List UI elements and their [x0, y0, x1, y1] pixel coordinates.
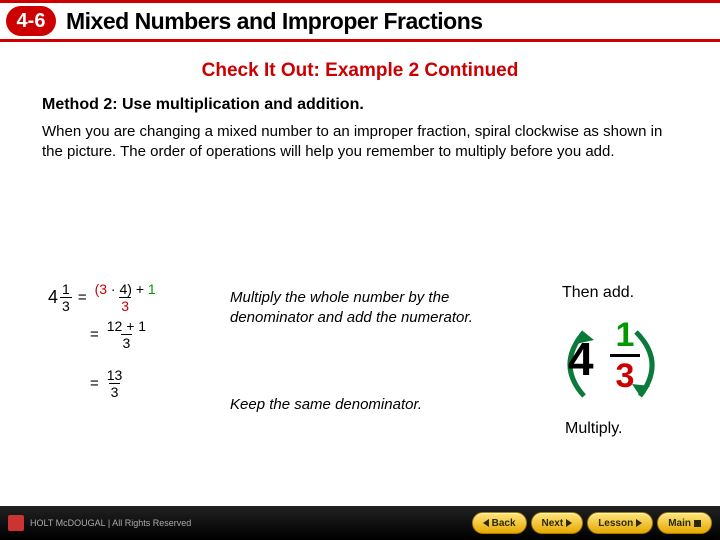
step1-fraction: (3 · 4) + 1 3	[93, 282, 158, 313]
mixed-whole: 4	[48, 287, 58, 308]
page-subtitle: Check It Out: Example 2 Continued	[0, 60, 720, 82]
body-text: When you are changing a mixed number to …	[42, 122, 676, 163]
step3-fraction: 13 3	[105, 368, 125, 399]
diagram-fraction: 1 3	[610, 318, 640, 393]
square-icon	[694, 520, 701, 527]
lesson-badge: 4-6	[6, 6, 56, 36]
spiral-diagram: 4 1 3	[560, 310, 680, 410]
back-button[interactable]: Back	[472, 512, 527, 534]
note-denominator: Keep the same denominator.	[230, 395, 490, 415]
note-multiply-add: Multiply the whole number by the denomin…	[230, 288, 530, 327]
nav-buttons: Back Next Lesson Main	[472, 512, 712, 534]
publisher-logo	[8, 515, 24, 531]
footer-bar: HOLT McDOUGAL | All Rights Reserved Back…	[0, 506, 720, 540]
then-add-label: Then add.	[562, 284, 634, 302]
method-heading: Method 2: Use multiplication and additio…	[42, 96, 720, 114]
worked-example: 4 1 3 = (3 · 4) + 1 3 = 12 + 1 3 = 13 3	[48, 282, 158, 405]
equation-row-2: = 12 + 1 3	[84, 319, 158, 350]
triangle-right-icon	[566, 519, 572, 527]
triangle-right-icon	[636, 519, 642, 527]
step2-fraction: 12 + 1 3	[105, 319, 148, 350]
mixed-fraction: 1 3	[60, 282, 72, 313]
multiply-label: Multiply.	[565, 420, 623, 438]
equation-row-3: = 13 3	[84, 368, 158, 399]
lesson-header: 4-6 Mixed Numbers and Improper Fractions	[0, 0, 720, 42]
main-button[interactable]: Main	[657, 512, 712, 534]
next-button[interactable]: Next	[531, 512, 584, 534]
lesson-button[interactable]: Lesson	[587, 512, 653, 534]
copyright: HOLT McDOUGAL | All Rights Reserved	[8, 515, 191, 531]
lesson-title: Mixed Numbers and Improper Fractions	[66, 8, 483, 35]
equation-row-1: 4 1 3 = (3 · 4) + 1 3	[48, 282, 158, 313]
triangle-left-icon	[483, 519, 489, 527]
diagram-whole: 4	[568, 332, 594, 386]
equals-sign: =	[78, 289, 87, 306]
